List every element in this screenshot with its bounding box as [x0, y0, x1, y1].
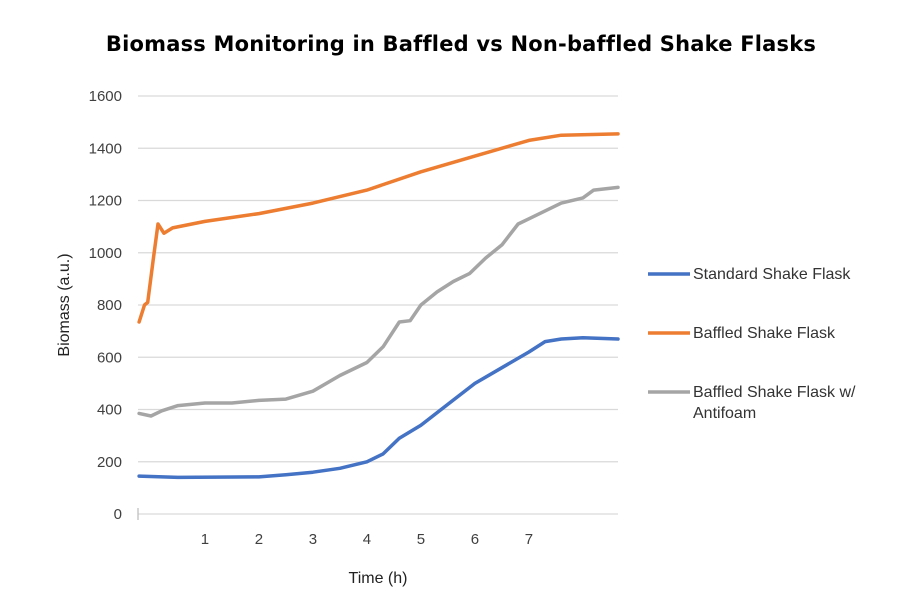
y-axis-label: Biomass (a.u.): [56, 253, 73, 356]
y-tick-label: 1000: [89, 245, 122, 262]
x-tick-label: 6: [471, 531, 479, 548]
x-tick-label: 2: [255, 531, 263, 548]
legend-label: Baffled Shake Flask w/Antifoam: [693, 384, 856, 422]
legend-label: Standard Shake Flask: [693, 266, 851, 283]
y-tick-label: 200: [97, 454, 122, 471]
y-tick-label: 1200: [89, 193, 122, 210]
x-tick-label: 3: [309, 531, 317, 548]
series-line-3: [137, 185, 620, 418]
x-tick-label: 1: [201, 531, 209, 548]
x-tick-label: 5: [417, 531, 425, 548]
chart-title: Biomass Monitoring in Baffled vs Non-baf…: [105, 32, 817, 56]
y-tick-label: 400: [97, 402, 122, 419]
y-tick-label: 600: [97, 349, 122, 366]
x-tick-label: 7: [525, 531, 533, 548]
y-tick-label: 800: [97, 297, 122, 314]
x-tick-label: 4: [363, 531, 371, 548]
series-line-1: [137, 335, 620, 480]
series-line-2: [137, 132, 620, 324]
x-axis-label: Time (h): [349, 570, 408, 587]
y-tick-label: 1600: [89, 88, 122, 105]
legend-label: Baffled Shake Flask: [693, 325, 836, 342]
y-tick-label: 0: [114, 506, 122, 523]
y-tick-label: 1400: [89, 140, 122, 157]
